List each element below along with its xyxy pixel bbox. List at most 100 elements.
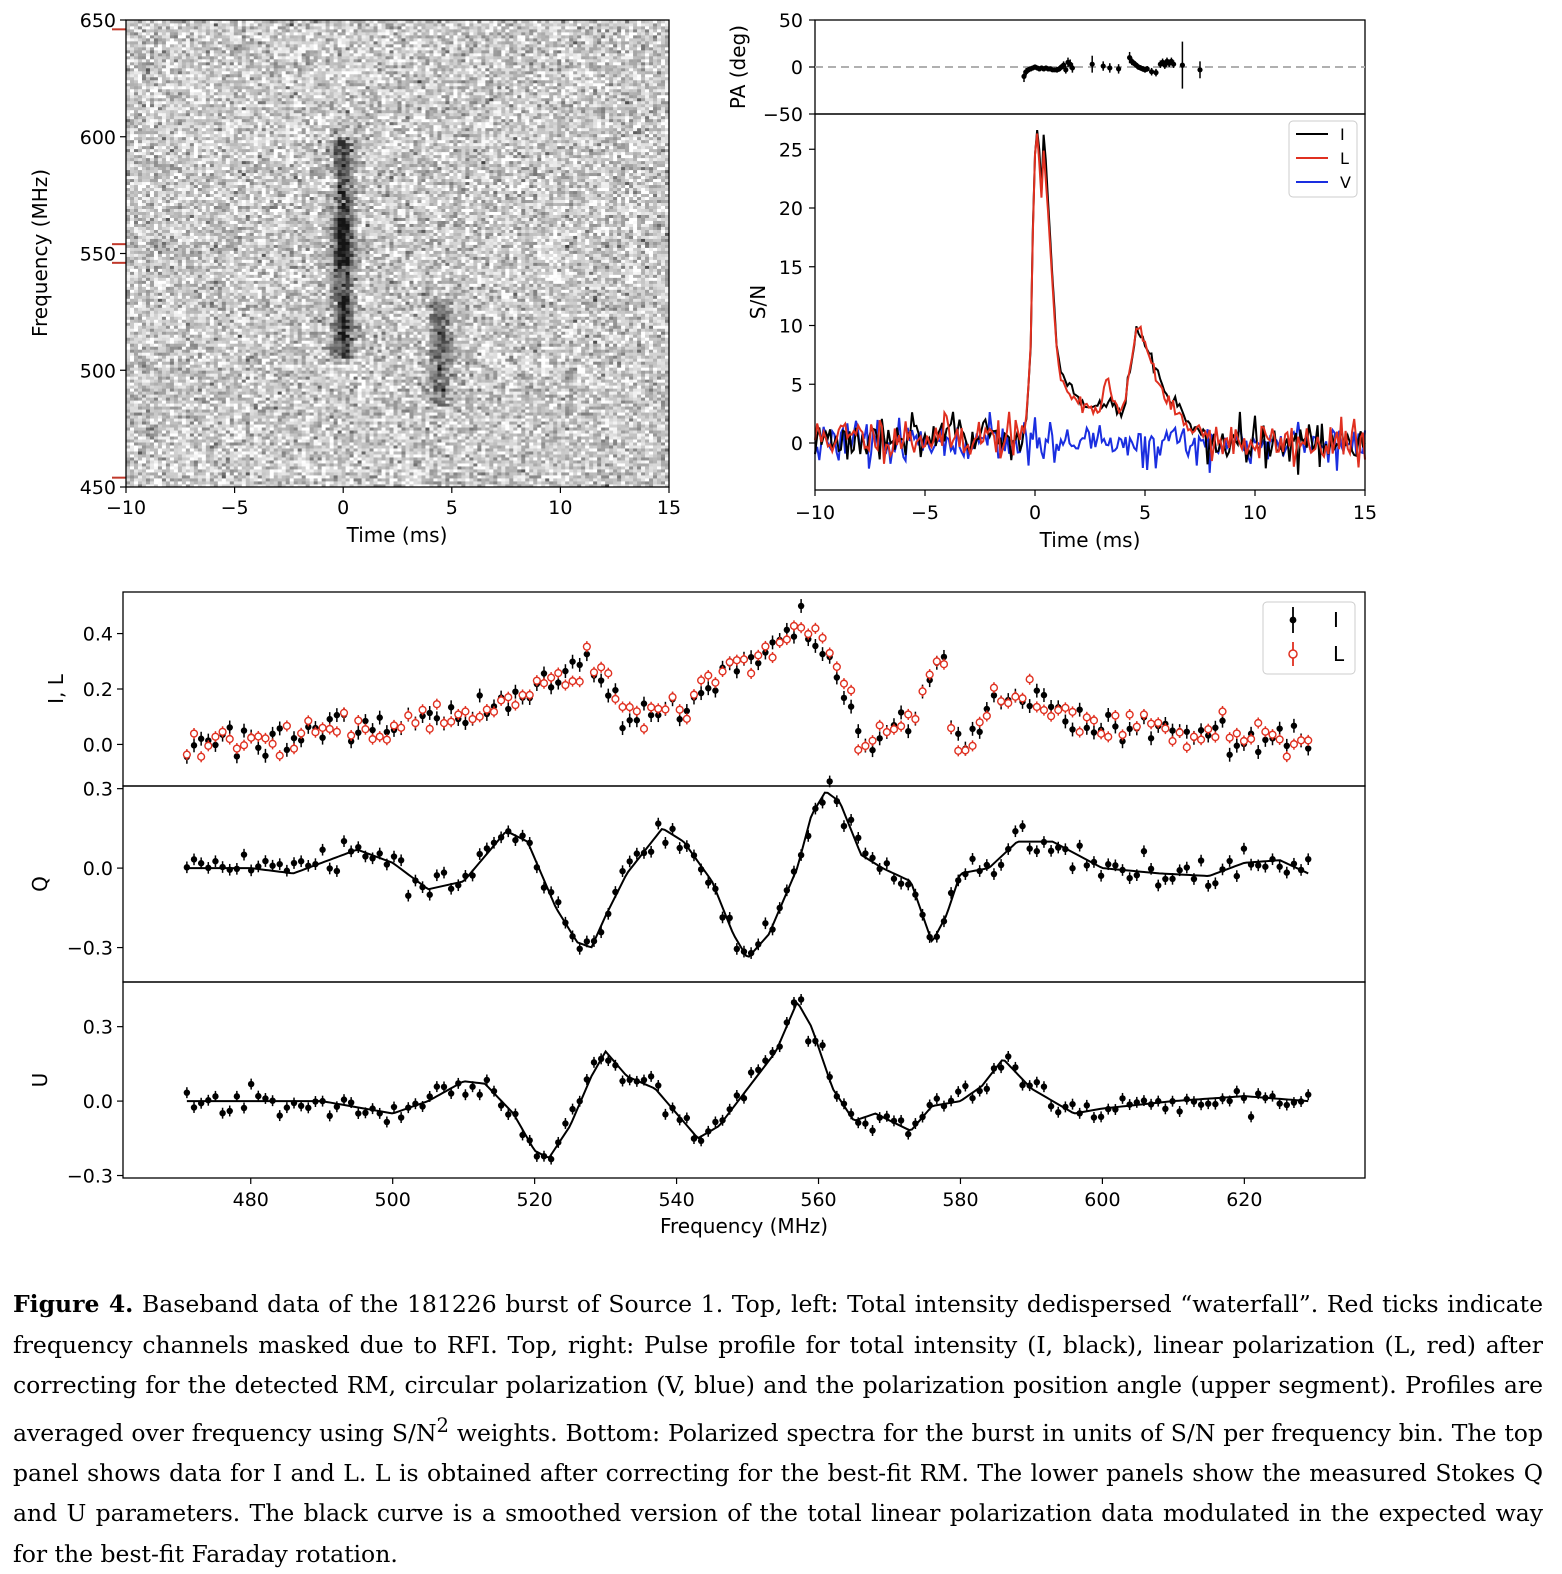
waterfall-cell xyxy=(625,433,629,436)
waterfall-cell xyxy=(445,385,449,388)
waterfall-cell xyxy=(553,445,557,448)
waterfall-cell xyxy=(489,475,493,478)
waterfall-cell xyxy=(378,403,382,406)
waterfall-cell xyxy=(138,421,142,424)
waterfall-cell xyxy=(210,448,214,451)
waterfall-cell xyxy=(174,472,178,475)
waterfall-cell xyxy=(230,463,234,466)
waterfall-cell xyxy=(178,382,182,385)
waterfall-cell xyxy=(425,466,429,469)
waterfall-cell xyxy=(278,478,282,481)
waterfall-cell xyxy=(346,442,350,445)
waterfall-cell xyxy=(266,460,270,463)
waterfall-cell xyxy=(350,397,354,400)
waterfall-cell xyxy=(437,409,441,412)
waterfall-cell xyxy=(605,418,609,421)
waterfall-cell xyxy=(573,433,577,436)
waterfall-cell xyxy=(166,463,170,466)
waterfall-cell xyxy=(533,397,537,400)
waterfall-cell xyxy=(561,427,565,430)
waterfall-cell xyxy=(334,460,338,463)
waterfall-cell xyxy=(182,394,186,397)
waterfall-cell xyxy=(342,388,346,391)
waterfall-cell xyxy=(457,481,461,484)
waterfall-cell xyxy=(178,418,182,421)
waterfall-cell xyxy=(326,412,330,415)
waterfall-cell xyxy=(621,409,625,412)
waterfall-cell xyxy=(130,448,134,451)
waterfall-cell xyxy=(437,394,441,397)
waterfall-cell xyxy=(609,469,613,472)
waterfall-cell xyxy=(274,391,278,394)
waterfall-cell xyxy=(334,394,338,397)
waterfall-cell xyxy=(382,400,386,403)
waterfall-cell xyxy=(457,382,461,385)
waterfall-cell xyxy=(517,430,521,433)
waterfall-cell xyxy=(370,466,374,469)
waterfall-cell xyxy=(505,427,509,430)
waterfall-cell xyxy=(302,478,306,481)
waterfall-cell xyxy=(409,442,413,445)
waterfall-cell xyxy=(134,442,138,445)
waterfall-cell xyxy=(266,457,270,460)
waterfall-cell xyxy=(521,454,525,457)
waterfall-cell xyxy=(549,388,553,391)
waterfall-cell xyxy=(589,478,593,481)
waterfall-cell xyxy=(262,385,266,388)
waterfall-cell xyxy=(461,469,465,472)
waterfall-cell xyxy=(198,397,202,400)
waterfall-cell xyxy=(390,433,394,436)
waterfall-cell xyxy=(437,433,441,436)
waterfall-cell xyxy=(557,478,561,481)
waterfall-cell xyxy=(246,418,250,421)
waterfall-cell xyxy=(541,454,545,457)
waterfall-cell xyxy=(182,436,186,439)
waterfall-cell xyxy=(593,409,597,412)
waterfall-cell xyxy=(330,403,334,406)
waterfall-cell xyxy=(178,463,182,466)
waterfall-cell xyxy=(282,451,286,454)
waterfall-cell xyxy=(174,460,178,463)
waterfall-cell xyxy=(537,406,541,409)
waterfall-cell xyxy=(529,457,533,460)
waterfall-cell xyxy=(473,418,477,421)
waterfall-cell xyxy=(330,382,334,385)
waterfall-cell xyxy=(382,442,386,445)
waterfall-cell xyxy=(346,388,350,391)
waterfall-cell xyxy=(573,439,577,442)
waterfall-cell xyxy=(390,409,394,412)
waterfall-cell xyxy=(533,427,537,430)
waterfall-cell xyxy=(589,412,593,415)
waterfall-cell xyxy=(421,466,425,469)
waterfall-cell xyxy=(214,424,218,427)
waterfall-cell xyxy=(242,430,246,433)
waterfall-cell xyxy=(370,472,374,475)
waterfall-cell xyxy=(485,481,489,484)
waterfall-cell xyxy=(577,472,581,475)
waterfall-cell xyxy=(545,472,549,475)
waterfall-cell xyxy=(553,412,557,415)
waterfall-cell xyxy=(346,430,350,433)
waterfall-cell xyxy=(354,424,358,427)
waterfall-cell xyxy=(577,424,581,427)
waterfall-cell xyxy=(477,451,481,454)
waterfall-cell xyxy=(529,415,533,418)
waterfall-cell xyxy=(453,391,457,394)
waterfall-cell xyxy=(166,397,170,400)
waterfall-cell xyxy=(457,466,461,469)
waterfall-cell xyxy=(386,379,390,382)
waterfall-cell xyxy=(286,403,290,406)
waterfall-cell xyxy=(497,436,501,439)
waterfall-cell xyxy=(234,406,238,409)
waterfall-cell xyxy=(398,439,402,442)
waterfall-cell xyxy=(170,415,174,418)
waterfall-cell xyxy=(489,379,493,382)
waterfall-cell xyxy=(561,451,565,454)
waterfall-cell xyxy=(298,424,302,427)
waterfall-cell xyxy=(629,472,633,475)
waterfall-cell xyxy=(306,379,310,382)
waterfall-cell xyxy=(218,454,222,457)
waterfall-cell xyxy=(537,427,541,430)
waterfall-cell xyxy=(382,481,386,484)
waterfall-cell xyxy=(633,421,637,424)
